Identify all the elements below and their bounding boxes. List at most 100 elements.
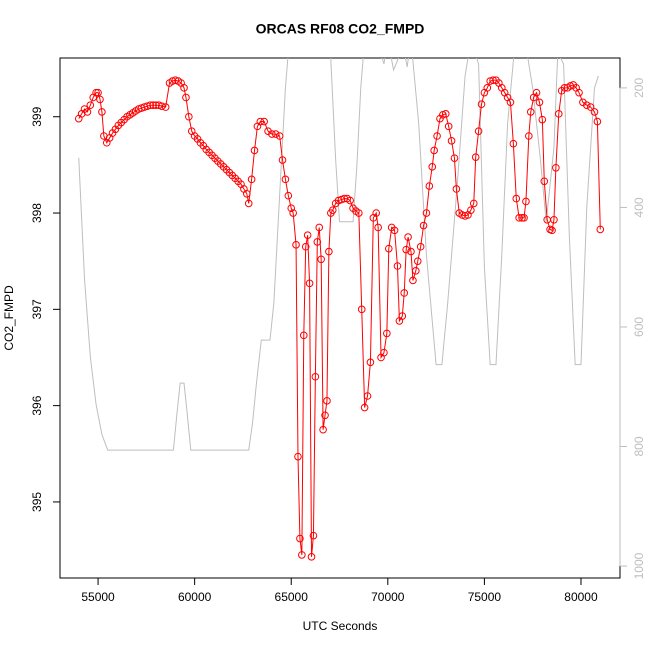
data-point bbox=[313, 238, 322, 246]
data-point bbox=[363, 392, 372, 400]
data-point bbox=[398, 312, 407, 320]
data-point bbox=[299, 331, 308, 340]
data-point bbox=[425, 182, 434, 190]
data-point bbox=[474, 127, 483, 135]
data-point bbox=[319, 425, 327, 434]
data-point bbox=[152, 101, 160, 109]
data-point bbox=[321, 411, 329, 420]
data-point bbox=[303, 231, 312, 239]
y-tick-label: 398 bbox=[30, 203, 44, 223]
data-point bbox=[92, 88, 100, 97]
data-point bbox=[550, 215, 558, 224]
data-point bbox=[384, 244, 393, 253]
data-point bbox=[309, 531, 318, 540]
data-point bbox=[278, 156, 287, 164]
data-point bbox=[366, 358, 375, 367]
data-point bbox=[444, 122, 453, 131]
data-point bbox=[98, 108, 106, 116]
data-point bbox=[328, 206, 337, 214]
data-point bbox=[525, 132, 533, 140]
data-point bbox=[305, 279, 314, 288]
data-point bbox=[450, 154, 459, 162]
data-point bbox=[146, 101, 155, 109]
data-point bbox=[412, 267, 420, 275]
y2-tick-label: 800 bbox=[632, 436, 646, 456]
data-point bbox=[372, 209, 381, 217]
y-tick-label: 399 bbox=[30, 106, 44, 126]
data-point bbox=[83, 108, 92, 116]
data-point bbox=[512, 194, 521, 203]
data-point bbox=[294, 452, 302, 461]
data-point bbox=[590, 108, 599, 116]
series-line bbox=[78, 79, 601, 557]
data-point bbox=[307, 553, 316, 561]
data-point bbox=[284, 191, 293, 200]
data-point bbox=[242, 189, 251, 198]
data-point bbox=[404, 233, 412, 241]
x-tick-label: 70000 bbox=[371, 590, 405, 604]
data-point bbox=[149, 101, 157, 109]
data-point bbox=[323, 397, 331, 405]
plot-area bbox=[74, 58, 605, 561]
data-point bbox=[447, 137, 456, 145]
data-point bbox=[86, 101, 95, 109]
chart-title: ORCAS RF08 CO2_FMPD bbox=[256, 21, 425, 37]
data-point bbox=[538, 115, 547, 124]
data-point bbox=[430, 146, 438, 155]
data-point bbox=[409, 276, 417, 285]
data-point bbox=[161, 103, 170, 111]
data-point bbox=[390, 226, 399, 235]
data-point bbox=[471, 153, 480, 161]
data-point bbox=[433, 132, 441, 140]
data-point bbox=[315, 223, 324, 232]
data-point bbox=[522, 197, 530, 206]
data-point bbox=[360, 403, 369, 412]
data-point bbox=[506, 98, 515, 107]
data-point bbox=[548, 226, 556, 235]
data-point bbox=[346, 196, 354, 205]
data-point bbox=[287, 204, 296, 213]
data-point bbox=[586, 103, 595, 111]
data-point bbox=[292, 241, 300, 249]
data-point bbox=[182, 93, 190, 102]
y2-tick-label: 400 bbox=[632, 197, 646, 217]
data-point bbox=[419, 221, 428, 230]
data-point bbox=[582, 101, 591, 109]
data-point bbox=[452, 185, 461, 193]
data-point bbox=[271, 130, 280, 138]
x-tick-label: 65000 bbox=[275, 590, 309, 604]
data-point bbox=[301, 242, 310, 251]
data-point bbox=[596, 225, 605, 234]
data-point bbox=[383, 329, 391, 338]
data-point bbox=[526, 108, 535, 116]
y-tick-label: 396 bbox=[30, 395, 44, 415]
data-point bbox=[256, 117, 265, 126]
data-point bbox=[247, 175, 256, 184]
data-point bbox=[535, 98, 544, 107]
y2-tick-label: 600 bbox=[632, 317, 646, 337]
y2-tick-label: 1000 bbox=[632, 552, 646, 579]
data-point bbox=[489, 76, 497, 84]
data-point bbox=[96, 95, 104, 104]
x-axis-label: UTC Seconds bbox=[303, 619, 378, 633]
data-point bbox=[275, 132, 284, 140]
data-point bbox=[357, 305, 366, 314]
data-point bbox=[94, 88, 102, 97]
data-point bbox=[180, 84, 188, 92]
y-tick-label: 395 bbox=[30, 492, 44, 512]
data-point bbox=[520, 214, 528, 222]
data-point bbox=[393, 262, 402, 270]
data-point bbox=[428, 163, 437, 171]
x-tick-label: 55000 bbox=[81, 590, 115, 604]
data-point bbox=[509, 139, 518, 148]
y-axis-label: CO2_FMPD bbox=[2, 285, 16, 351]
data-point bbox=[477, 100, 486, 109]
data-point bbox=[593, 117, 602, 126]
data-point bbox=[575, 88, 583, 97]
data-point bbox=[402, 245, 410, 254]
data-point bbox=[407, 247, 415, 256]
data-point bbox=[185, 112, 193, 121]
series-line bbox=[78, 58, 599, 451]
